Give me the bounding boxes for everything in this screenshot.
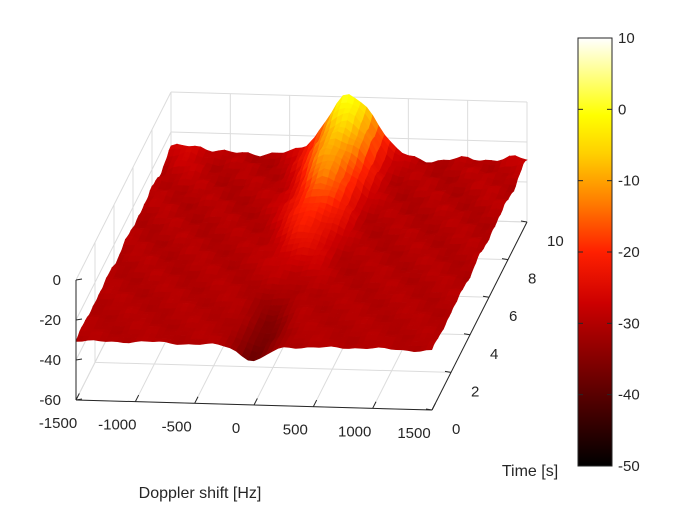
- x-tick-label: 1500: [397, 425, 430, 442]
- z-tick-label: -60: [39, 392, 61, 409]
- surface-front-edge: [390, 348, 397, 351]
- colorbar-gradient: [577, 37, 613, 467]
- x-axis-label: Doppler shift [Hz]: [139, 485, 262, 502]
- x-tick-label: -1000: [98, 417, 136, 434]
- x-tick-mark: [134, 394, 140, 402]
- surface-front-edge: [331, 345, 338, 348]
- x-tick-mark: [312, 399, 318, 407]
- x-tick-label: 0: [232, 420, 240, 437]
- surface-front-edge: [99, 340, 106, 342]
- surface-front-edge: [348, 347, 355, 349]
- x-tick-label: 500: [283, 422, 308, 439]
- colorbar-tick-label: 0: [618, 101, 626, 118]
- y-tick-label: 8: [528, 271, 536, 288]
- surface-front-edge: [319, 345, 326, 348]
- x-tick-label: -500: [162, 418, 192, 435]
- x-tick-mark: [372, 401, 377, 409]
- y-tick-label: 6: [509, 308, 517, 325]
- colorbar-tick-label: -10: [618, 173, 640, 190]
- x-tick-label: -1500: [39, 415, 77, 432]
- surface-plot: [75, 94, 528, 362]
- colorbar-tick-label: 10: [618, 30, 635, 47]
- colorbar-tick-label: -40: [618, 387, 640, 404]
- y-tick-label: 10: [547, 233, 564, 250]
- surface-front-edge: [402, 348, 409, 351]
- x-tick-label: 1000: [338, 423, 371, 440]
- floor-grid-line-t: [94, 361, 452, 373]
- z-tick-label: -40: [39, 352, 61, 369]
- z-tick-label: 0: [53, 272, 61, 289]
- y-axis-label: Time [s]: [502, 463, 558, 480]
- x-tick-mark: [194, 396, 199, 404]
- colorbar-tick-label: -30: [618, 315, 640, 332]
- colorbar-tick-label: -20: [618, 244, 640, 261]
- surface-front-edge: [325, 345, 332, 348]
- surface-front-edge: [248, 359, 255, 362]
- surface-front-edge: [378, 346, 385, 349]
- y-tick-label: 4: [490, 346, 498, 363]
- x-tick-mark: [431, 403, 436, 411]
- colorbar: 10 0 -10 -20 -30 -40 -50: [577, 30, 640, 475]
- x-tick-mark: [253, 398, 258, 406]
- surface-front-edge: [366, 347, 373, 350]
- y-tick-label: 0: [452, 421, 460, 438]
- side-wall-grid-line-z: [75, 131, 172, 321]
- colorbar-tick-label: -50: [618, 458, 640, 475]
- surface-front-edge: [135, 340, 142, 343]
- side-wall-grid-line-z: [75, 91, 172, 281]
- surface-front-edge: [283, 346, 290, 348]
- y-tick-label: 2: [471, 383, 479, 400]
- z-tick-label: -20: [39, 312, 61, 329]
